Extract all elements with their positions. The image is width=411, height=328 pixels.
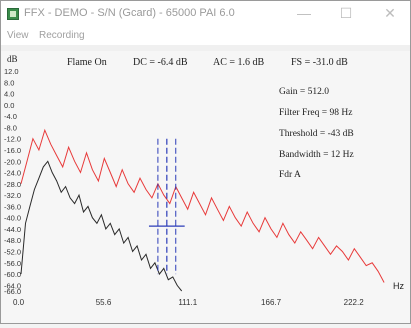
y-tick-label: -12.0	[4, 135, 21, 144]
y-tick-label: -40.0	[4, 214, 21, 223]
y-tick-label: -66.0	[4, 287, 21, 296]
x-tick-label: 0.0	[13, 298, 25, 307]
y-unit-label: dB	[7, 54, 18, 64]
y-tick-label: -44.0	[4, 225, 21, 234]
fdr-readout: Fdr A	[279, 170, 301, 180]
y-tick-label: -48.0	[4, 236, 21, 245]
y-tick-label: -36.0	[4, 202, 21, 211]
x-tick-label: 222.2	[344, 298, 365, 307]
close-icon[interactable]: ✕	[384, 5, 396, 21]
threshold-readout: Threshold = -43 dB	[279, 129, 354, 139]
y-tick-label: -28.0	[4, 180, 21, 189]
x-tick-label: 111.1	[178, 298, 197, 307]
y-tick-label: -56.0	[4, 259, 21, 268]
maximize-icon[interactable]: ☐	[339, 5, 353, 21]
gain-readout: Gain = 512.0	[279, 87, 329, 97]
flame-status: Flame On	[67, 57, 107, 68]
y-tick-label: -20.0	[4, 157, 21, 166]
app-icon	[7, 8, 19, 20]
dc-readout: DC = -6.4 dB	[133, 57, 188, 68]
menu-recording[interactable]: Recording	[39, 30, 85, 41]
spectrum-chart: dB Flame On DC = -6.4 dB AC = 1.6 dB FS …	[1, 51, 410, 323]
black-spectrum-line	[20, 160, 183, 292]
minimize-icon[interactable]: —	[297, 5, 311, 21]
filter-freq-readout: Filter Freq = 98 Hz	[279, 108, 352, 118]
title-bar[interactable]: FFX - DEMO - S/N (Gcard) - 65000 PAI 6.0…	[1, 1, 410, 27]
x-tick-label: 55.6	[96, 298, 112, 307]
x-tick-label: 166.7	[261, 298, 282, 307]
y-tick-label: -32.0	[4, 191, 21, 200]
ac-readout: AC = 1.6 dB	[213, 57, 265, 68]
spectrum-plot: dB Flame On DC = -6.4 dB AC = 1.6 dB FS …	[1, 51, 410, 323]
y-tick-label: -52.0	[4, 248, 21, 257]
bandwidth-readout: Bandwidth = 12 Hz	[279, 150, 354, 160]
y-tick-label: 12.0	[4, 67, 19, 76]
y-tick-label: -24.0	[4, 169, 21, 178]
menu-view[interactable]: View	[7, 30, 29, 41]
y-tick-label: -60.0	[4, 270, 21, 279]
x-axis-unit: Hz	[393, 281, 404, 291]
y-tick-label: -4.0	[4, 112, 17, 121]
menu-bar: View Recording	[1, 27, 410, 45]
red-spectrum-line	[20, 128, 385, 283]
y-tick-label: -8.0	[4, 123, 17, 132]
plot-background	[1, 51, 410, 323]
window-title: FFX - DEMO - S/N (Gcard) - 65000 PAI 6.0	[24, 7, 235, 19]
y-tick-label: -16.0	[4, 146, 21, 155]
fs-readout: FS = -31.0 dB	[291, 57, 348, 68]
y-tick-label: 8.0	[4, 78, 14, 87]
y-tick-label: 0.0	[4, 101, 14, 110]
y-tick-label: -64.0	[4, 281, 21, 290]
y-tick-label: 4.0	[4, 90, 14, 99]
